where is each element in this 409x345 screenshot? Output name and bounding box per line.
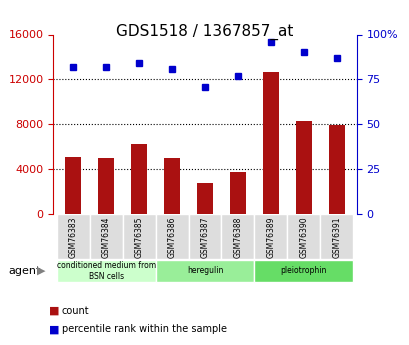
Text: ■: ■ [49, 325, 60, 334]
Text: GSM76391: GSM76391 [332, 216, 341, 258]
Text: GSM76384: GSM76384 [101, 216, 110, 258]
FancyBboxPatch shape [287, 214, 320, 259]
Text: GSM76389: GSM76389 [266, 216, 275, 258]
Bar [163, 158, 180, 214]
Bar [98, 158, 114, 214]
Text: ■: ■ [49, 306, 60, 315]
Text: agent: agent [8, 266, 40, 276]
Bar [295, 121, 311, 214]
FancyBboxPatch shape [254, 260, 353, 282]
Bar [328, 125, 344, 214]
Bar [196, 183, 213, 214]
Text: GSM76383: GSM76383 [68, 216, 77, 258]
Bar [65, 157, 81, 214]
Bar [262, 71, 279, 214]
Text: GSM76387: GSM76387 [200, 216, 209, 258]
Text: GSM76388: GSM76388 [233, 216, 242, 257]
Text: GDS1518 / 1367857_at: GDS1518 / 1367857_at [116, 24, 293, 40]
FancyBboxPatch shape [155, 260, 254, 282]
FancyBboxPatch shape [89, 214, 122, 259]
Text: count: count [61, 306, 89, 315]
FancyBboxPatch shape [122, 214, 155, 259]
FancyBboxPatch shape [188, 214, 221, 259]
Text: heregulin: heregulin [187, 266, 222, 275]
Text: GSM76385: GSM76385 [134, 216, 143, 258]
Bar [229, 172, 246, 214]
Text: GSM76390: GSM76390 [299, 216, 308, 258]
FancyBboxPatch shape [56, 260, 155, 282]
Text: ▶: ▶ [37, 266, 45, 276]
FancyBboxPatch shape [221, 214, 254, 259]
FancyBboxPatch shape [320, 214, 353, 259]
Text: GSM76386: GSM76386 [167, 216, 176, 258]
Bar [130, 144, 147, 214]
FancyBboxPatch shape [56, 214, 89, 259]
FancyBboxPatch shape [254, 214, 287, 259]
Text: pleiotrophin: pleiotrophin [280, 266, 326, 275]
FancyBboxPatch shape [155, 214, 188, 259]
Text: percentile rank within the sample: percentile rank within the sample [61, 325, 226, 334]
Text: conditioned medium from
BSN cells: conditioned medium from BSN cells [56, 261, 155, 280]
